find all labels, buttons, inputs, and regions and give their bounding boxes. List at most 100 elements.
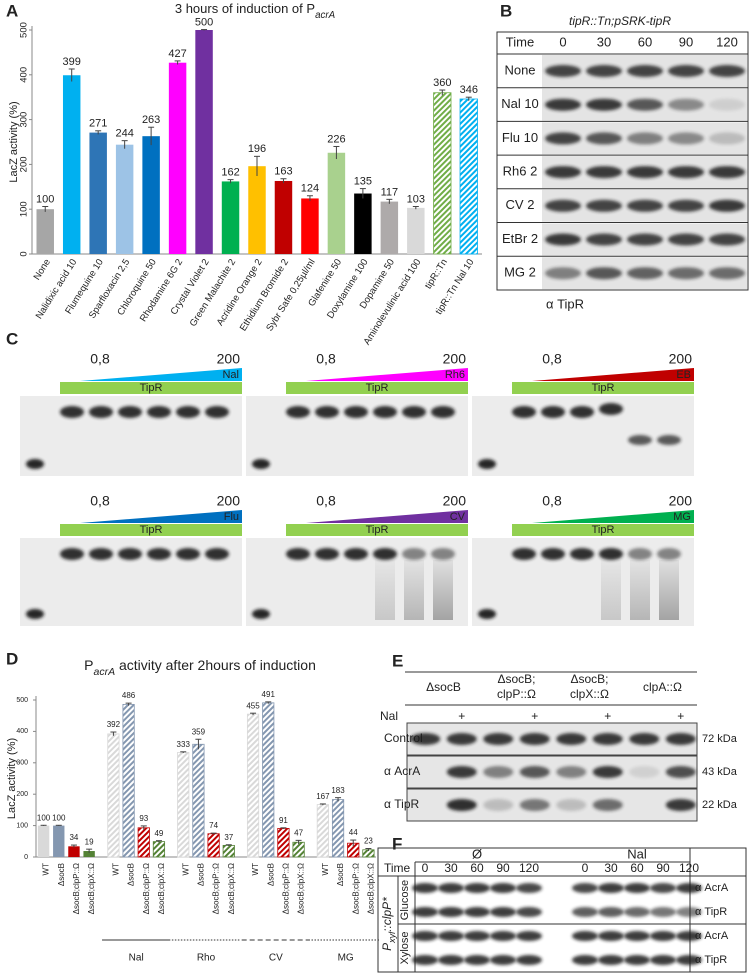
band — [709, 166, 745, 179]
construct-part: ::clpP* — [380, 897, 394, 932]
time: 0 — [559, 34, 566, 49]
band — [657, 548, 681, 560]
x-tick-label: ΔsocB;clpP::Ω — [351, 863, 360, 914]
bar — [122, 703, 135, 858]
band — [572, 907, 598, 917]
band — [464, 931, 490, 941]
row-label: CV 2 — [506, 197, 535, 212]
band — [598, 955, 624, 965]
bar — [433, 92, 452, 255]
x-tick-label: ΔsocB;clpP::Ω — [72, 863, 81, 914]
bar — [459, 98, 478, 255]
strain: clpX::Ω — [570, 687, 609, 701]
band — [570, 406, 594, 418]
band — [676, 883, 702, 893]
conc-high: 200 — [217, 493, 241, 509]
smear — [375, 560, 395, 620]
value-label: 100 — [52, 813, 66, 822]
drug: MG — [673, 511, 691, 523]
band — [438, 955, 464, 965]
band — [516, 955, 542, 965]
band — [483, 733, 514, 745]
drug: Rh6 — [445, 369, 465, 381]
plus: + — [531, 709, 538, 723]
band — [373, 406, 397, 418]
time: 90 — [679, 34, 693, 49]
band — [176, 406, 200, 418]
band — [545, 65, 581, 77]
band — [657, 435, 681, 445]
time: 120 — [519, 861, 539, 875]
value-label: 47 — [294, 828, 303, 837]
x-tick-label: WT — [42, 863, 51, 876]
value-label: 34 — [69, 833, 78, 842]
value-label: 23 — [364, 837, 373, 846]
y-tick-label: 0 — [19, 251, 30, 256]
value-label: 196 — [248, 143, 266, 155]
bar — [248, 166, 266, 254]
plus: + — [677, 709, 684, 723]
band — [147, 406, 171, 418]
band — [668, 267, 704, 280]
bar — [37, 825, 50, 857]
x-tick-label: None — [32, 257, 53, 282]
band — [627, 98, 663, 111]
band — [665, 733, 696, 745]
band — [373, 548, 397, 560]
band — [668, 65, 704, 77]
band — [545, 98, 581, 111]
band — [446, 733, 477, 745]
x-tick-label: ΔsocB;clpP::Ω — [212, 863, 221, 914]
drug: Flu — [224, 511, 239, 523]
band — [668, 199, 704, 212]
band — [483, 799, 514, 811]
protein: TipR — [140, 524, 163, 536]
conc-high: 200 — [669, 351, 693, 367]
y-axis-label: LacZ activity (%) — [6, 738, 18, 819]
row-label: Nal 10 — [501, 96, 539, 111]
time: 60 — [638, 34, 652, 49]
band — [598, 907, 624, 917]
band — [118, 406, 142, 418]
band — [402, 548, 426, 560]
band — [586, 233, 622, 246]
treatment: Nal — [380, 709, 398, 723]
value-label: 124 — [301, 183, 319, 195]
bar — [62, 75, 81, 254]
conc-high: 200 — [217, 351, 241, 367]
x-tick-label: ΔsocB;clpX::Ω — [227, 863, 236, 914]
protein: TipR — [366, 524, 389, 536]
value-label: 37 — [224, 833, 233, 842]
x-tick-label: ΔsocB — [57, 863, 66, 886]
band — [344, 548, 368, 560]
construct-part: P — [380, 943, 394, 951]
row-label: α AcrA — [384, 764, 420, 778]
band — [586, 98, 622, 111]
panel-letter: E — [392, 651, 403, 670]
x-tick-label: tipR::Tn — [423, 257, 450, 291]
wedge — [80, 368, 242, 381]
band — [676, 955, 702, 965]
bar — [354, 193, 372, 254]
conc-low: 0,8 — [542, 351, 562, 367]
band — [599, 403, 623, 415]
y-tick-label: 100 — [19, 201, 30, 217]
value-label: 346 — [460, 84, 478, 96]
value-label: 226 — [327, 133, 345, 145]
panel-letter: B — [500, 1, 512, 20]
band — [572, 931, 598, 941]
bar — [207, 833, 220, 858]
x-tick-label: WT — [181, 863, 190, 876]
bar — [168, 62, 187, 255]
time: 60 — [630, 861, 644, 875]
x-tick-label: ΔsocB;clpP::Ω — [142, 863, 151, 914]
band — [709, 132, 745, 145]
band — [252, 459, 270, 469]
conc-low: 0,8 — [90, 351, 110, 367]
band — [598, 931, 624, 941]
size-label: 43 kDa — [702, 766, 738, 778]
drug: Nal — [222, 369, 239, 381]
band — [627, 132, 663, 145]
